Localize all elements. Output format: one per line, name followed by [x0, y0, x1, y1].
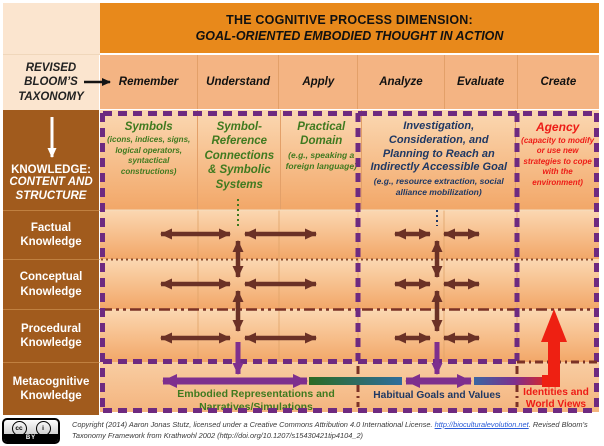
column-header-evaluate: Evaluate: [443, 55, 517, 109]
cell-understand-description: Symbol-Reference Connections & Symbolic …: [197, 110, 280, 210]
cell-remember-description: Symbols (icons, indices, signs, logical …: [107, 121, 191, 176]
cell-analyze-evaluate-description: Investigation, Consideration, and Planni…: [361, 110, 515, 210]
column-header-create: Create: [516, 55, 599, 109]
process-axis-label: REVISED BLOOM’S TAXONOMY: [3, 55, 100, 110]
row-label-conceptual: Conceptual Knowledge: [3, 259, 100, 309]
matrix-row-conceptual: [100, 259, 599, 309]
title-line1: THE COGNITIVE PROCESS DIMENSION:: [226, 13, 473, 27]
credit-text: . Revised Bloom’s Taxonomy Framework fro…: [72, 420, 588, 441]
title-line2: GOAL-ORIENTED EMBODIED THOUGHT IN ACTION: [195, 29, 504, 43]
cell-create-description: Agency (capacity to modify or use new st…: [515, 110, 599, 210]
column-header-remember: Remember: [118, 76, 179, 88]
copyright-caption: Copyright (2014) Aaron Jonas Stutz, lice…: [72, 419, 600, 442]
habitual-goals-label: Habitual Goals and Values: [373, 390, 501, 401]
row-label-metacognitive: Metacognitive Knowledge: [3, 362, 100, 415]
knowledge-axis-line2: CONTENT AND STRUCTURE: [9, 176, 93, 203]
knowledge-axis-label: KNOWLEDGE: CONTENT AND STRUCTURE: [3, 110, 100, 210]
by-label: BY: [4, 434, 58, 442]
diagram-title: THE COGNITIVE PROCESS DIMENSION: GOAL-OR…: [100, 3, 599, 55]
cell-apply-description: Practical Domain (e.g., speaking a forei…: [280, 110, 361, 210]
row-label-factual: Factual Knowledge: [3, 210, 100, 259]
identities-worldviews-label: Identities and World Views: [523, 387, 589, 411]
copyright-text: Copyright (2014) Aaron Jonas Stutz, lice…: [72, 420, 435, 429]
matrix-row-procedural: [100, 309, 599, 362]
corner-cell: [3, 3, 100, 55]
matrix-row-factual: [100, 210, 599, 259]
cc-by-badge[interactable]: cc i BY: [2, 418, 60, 444]
column-header-understand: Understand: [197, 55, 278, 109]
process-column-headers: Remember Understand Apply Analyze Evalua…: [100, 55, 599, 110]
description-row: Symbols (icons, indices, signs, logical …: [100, 110, 599, 210]
column-header-apply: Apply: [278, 55, 357, 109]
column-header-analyze: Analyze: [357, 55, 443, 109]
row-label-procedural: Procedural Knowledge: [3, 309, 100, 362]
knowledge-axis-line1: KNOWLEDGE:: [11, 164, 91, 177]
embodied-representations-label: Embodied Representations and Narratives/…: [177, 388, 335, 413]
biocultural-link[interactable]: http://bioculturalevolution.net: [434, 420, 529, 429]
